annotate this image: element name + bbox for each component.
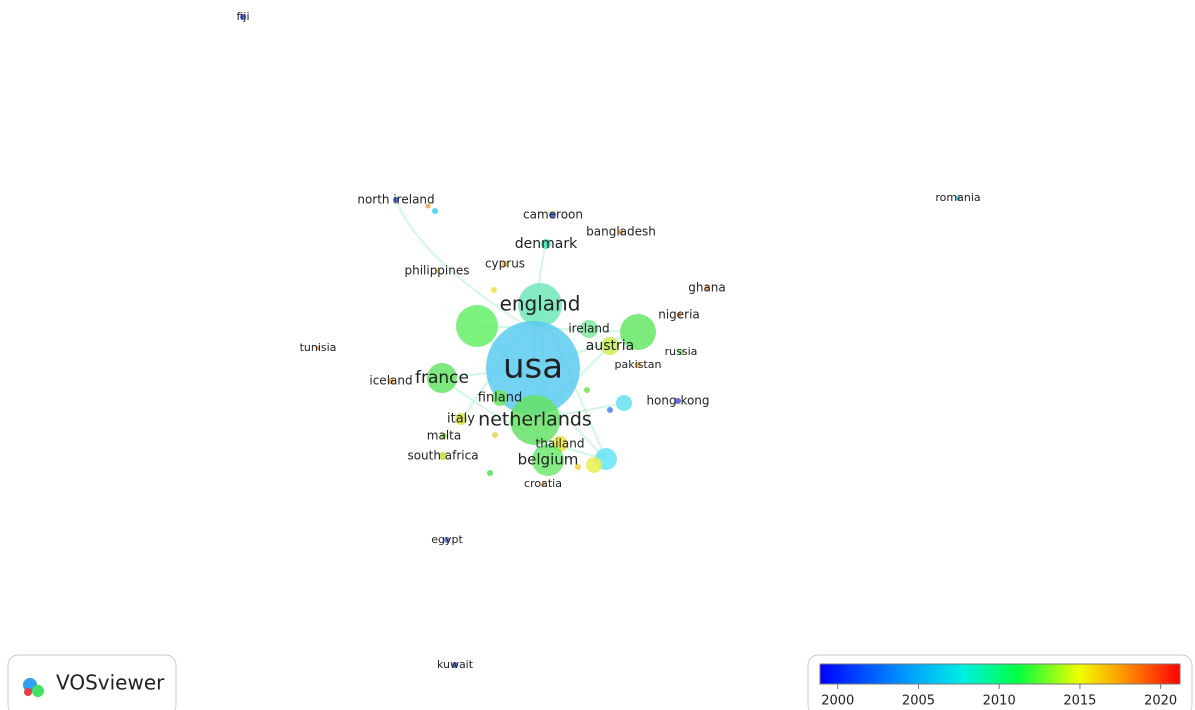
node-label: tunisia — [300, 341, 337, 354]
node — [393, 197, 399, 203]
node — [955, 195, 961, 201]
node-label: malta — [427, 429, 461, 443]
node — [388, 378, 394, 384]
node-label: usa — [503, 347, 563, 387]
node-label: egypt — [431, 533, 463, 546]
legend: 2000 2005 2010 2015 2020 — [807, 654, 1193, 710]
node — [502, 261, 508, 267]
node-label: cyprus — [485, 257, 525, 271]
node — [541, 482, 545, 486]
node — [620, 314, 656, 350]
node — [675, 398, 681, 404]
node-label: cameroon — [523, 208, 583, 222]
node-label: bangladesh — [586, 225, 656, 239]
node — [532, 444, 564, 476]
logo-text: VOSviewer — [56, 671, 165, 695]
node — [316, 346, 320, 350]
node — [435, 269, 439, 273]
node — [704, 285, 710, 291]
node — [586, 457, 602, 473]
legend-tick-label: 2020 — [1144, 694, 1177, 709]
node — [452, 662, 458, 668]
node — [635, 362, 641, 368]
nodes: fiji north ireland romania cameroonbanglade… — [236, 10, 980, 671]
node — [444, 537, 450, 543]
node-label: england — [500, 292, 581, 316]
node — [491, 287, 497, 293]
logo-icon — [32, 685, 44, 697]
node — [492, 432, 498, 438]
colorbar — [819, 663, 1181, 685]
node — [676, 312, 682, 318]
node — [487, 470, 493, 476]
node — [601, 337, 619, 355]
node — [550, 212, 556, 218]
node-label: thailand — [536, 437, 585, 451]
node — [432, 208, 438, 214]
node-label: south africa — [407, 449, 478, 463]
node-label: austria — [586, 338, 634, 354]
node — [584, 387, 590, 393]
extra-nodes — [425, 203, 656, 476]
node — [441, 433, 447, 439]
legend-tick-label: 2000 — [821, 694, 854, 709]
node-label: north ireland — [357, 193, 434, 207]
node-label: nigeria — [658, 308, 700, 322]
node — [678, 349, 684, 355]
link — [395, 199, 534, 331]
node-label: ireland — [568, 322, 609, 336]
node-label: fiji — [236, 10, 249, 23]
node — [240, 14, 246, 20]
node-label: denmark — [515, 236, 578, 252]
node-label: iceland — [369, 374, 412, 388]
node-label: croatia — [524, 477, 562, 490]
logo: VOSviewer — [7, 654, 177, 710]
legend-tick-label: 2005 — [902, 694, 935, 709]
node — [456, 305, 498, 347]
node-label: kuwait — [437, 658, 474, 671]
node — [455, 413, 467, 425]
node-label: france — [415, 368, 469, 388]
node — [618, 229, 624, 235]
node-label: pakistan — [615, 358, 662, 371]
node — [575, 464, 581, 470]
node — [541, 239, 551, 249]
node — [492, 390, 508, 406]
node — [486, 321, 580, 415]
node — [427, 363, 457, 393]
node — [580, 320, 598, 338]
node-label: netherlands — [478, 409, 592, 431]
logo-icon — [24, 688, 32, 696]
node-label: hong kong — [646, 394, 709, 408]
node-label: russia — [665, 345, 698, 358]
node-label: finland — [478, 391, 523, 406]
legend-tick-label: 2010 — [983, 694, 1016, 709]
node — [607, 407, 613, 413]
node-label: belgium — [518, 451, 579, 469]
node-label: italy — [447, 412, 475, 427]
node — [518, 283, 562, 327]
legend-tick-label: 2015 — [1063, 694, 1096, 709]
node — [425, 203, 431, 209]
logo-box — [7, 654, 177, 710]
node — [616, 395, 632, 411]
node-label: romania — [935, 191, 980, 204]
node-label: philippines — [404, 264, 469, 278]
node — [510, 395, 560, 445]
node-label: ghana — [688, 281, 726, 295]
node — [439, 452, 447, 460]
